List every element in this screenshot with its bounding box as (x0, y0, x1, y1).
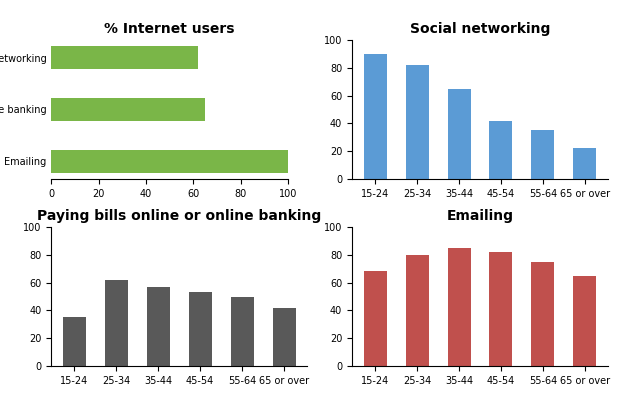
Bar (531, 262, 554, 366)
Bar (105, 280, 128, 366)
Bar (147, 287, 170, 366)
Bar (63, 318, 86, 366)
Bar (51, 46, 198, 69)
Bar (447, 248, 470, 366)
Bar (230, 297, 253, 366)
Title: Social networking: Social networking (410, 22, 550, 36)
Bar (364, 271, 387, 366)
Bar (406, 255, 429, 366)
Bar (51, 98, 205, 121)
Bar (189, 292, 212, 366)
Title: Paying bills online or online banking: Paying bills online or online banking (37, 209, 321, 223)
Bar (490, 252, 513, 366)
Title: % Internet users: % Internet users (104, 22, 235, 36)
Bar (364, 54, 387, 179)
Bar (447, 89, 470, 179)
Bar (406, 65, 429, 179)
Bar (273, 308, 296, 366)
Title: Emailing: Emailing (447, 209, 513, 223)
Bar (573, 148, 596, 179)
Bar (531, 131, 554, 179)
Bar (51, 150, 288, 173)
Bar (490, 121, 513, 179)
Bar (573, 275, 596, 366)
